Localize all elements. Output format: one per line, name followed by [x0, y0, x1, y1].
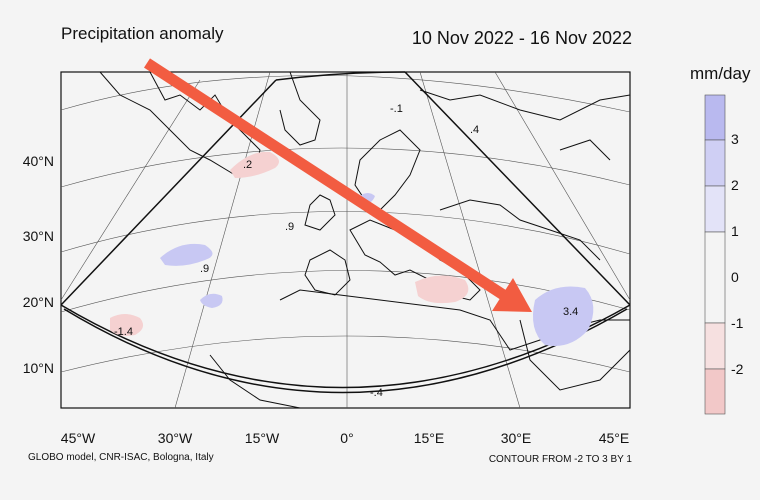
unit-label: mm/day: [690, 64, 751, 83]
legend-tick: 0: [731, 269, 739, 285]
contour-label: .9: [285, 221, 294, 233]
date-range: 10 Nov 2022 - 16 Nov 2022: [411, 28, 632, 48]
contour-label: .4: [470, 124, 479, 136]
legend-tick: -2: [731, 361, 744, 377]
contour-labels: .2 .9 .9 -1.4 -.1 .4 3.4 -.4: [114, 103, 578, 399]
legend-tick: 2: [731, 177, 739, 193]
legend-colorbar: [704, 94, 726, 415]
positive-anomaly-patch: [160, 243, 213, 266]
lon-label: 45°E: [598, 430, 630, 446]
lat-label: 30°N: [22, 228, 54, 244]
lon-label: 45°W: [60, 430, 96, 446]
contour-label: -.1: [390, 103, 403, 115]
contour-label: .2: [243, 159, 252, 171]
legend-tick: 1: [731, 223, 739, 239]
map-frame: [60, 71, 631, 409]
legend-tick: -1: [731, 315, 744, 331]
negative-anomaly-patch: [230, 151, 279, 178]
lat-label: 20°N: [22, 294, 54, 310]
lat-label: 10°N: [22, 360, 54, 376]
lon-label: 15°W: [244, 430, 280, 446]
anomaly-fills: [110, 151, 594, 346]
negative-anomaly-patch: [415, 275, 469, 304]
negative-anomaly-patch: [110, 314, 144, 336]
lon-label: 30°E: [500, 430, 532, 446]
lon-label: 0°: [340, 430, 354, 446]
lat-label: 40°N: [22, 153, 54, 169]
highlight-arrow: [143, 58, 532, 312]
positive-anomaly-patch: [200, 293, 223, 308]
contour-label: -.4: [370, 387, 383, 399]
contour-note: CONTOUR FROM -2 TO 3 BY 1: [488, 454, 632, 465]
contour-label: 3.4: [563, 306, 578, 318]
coastlines: [99, 71, 631, 409]
lon-label: 15°E: [413, 430, 445, 446]
contour-label: .9: [200, 263, 209, 275]
map-title: Precipitation anomaly: [61, 24, 224, 43]
contour-label: -1.4: [114, 326, 133, 338]
model-credit: GLOBO model, CNR-ISAC, Bologna, Italy: [28, 452, 214, 463]
legend-tick: 3: [731, 131, 739, 147]
lon-label: 30°W: [157, 430, 193, 446]
positive-anomaly-patch: [532, 286, 594, 346]
